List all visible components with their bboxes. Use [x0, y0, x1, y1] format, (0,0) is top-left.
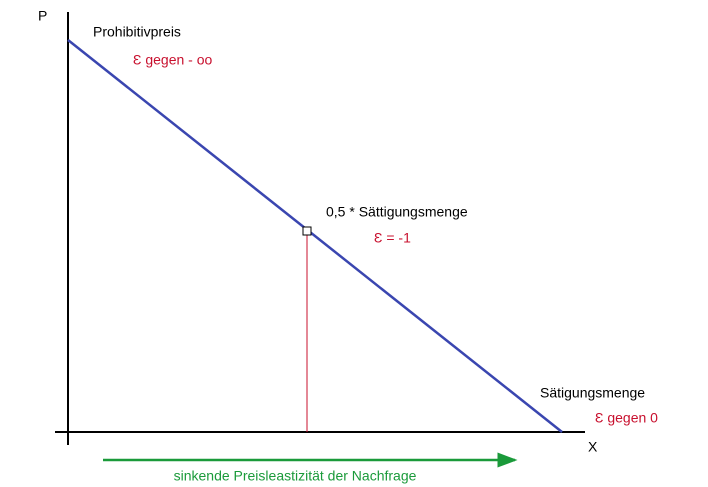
elasticity-label: Ɛ gegen 0: [595, 410, 658, 426]
y-axis-label: P: [38, 8, 47, 24]
elasticity-label: Ɛ = -1: [374, 230, 411, 246]
x-axis-label: X: [588, 439, 598, 455]
demand-line: [67, 39, 563, 433]
point-label: 0,5 * Sättigungsmenge: [326, 204, 468, 220]
point-label: Prohibitivpreis: [93, 24, 181, 40]
elasticity-label: Ɛ gegen - oo: [133, 52, 213, 68]
midpoint-marker: [302, 226, 312, 236]
point-label: Sätigungsmenge: [540, 385, 645, 401]
arrow-label: sinkende Preisleastizität der Nachfrage: [174, 468, 417, 484]
